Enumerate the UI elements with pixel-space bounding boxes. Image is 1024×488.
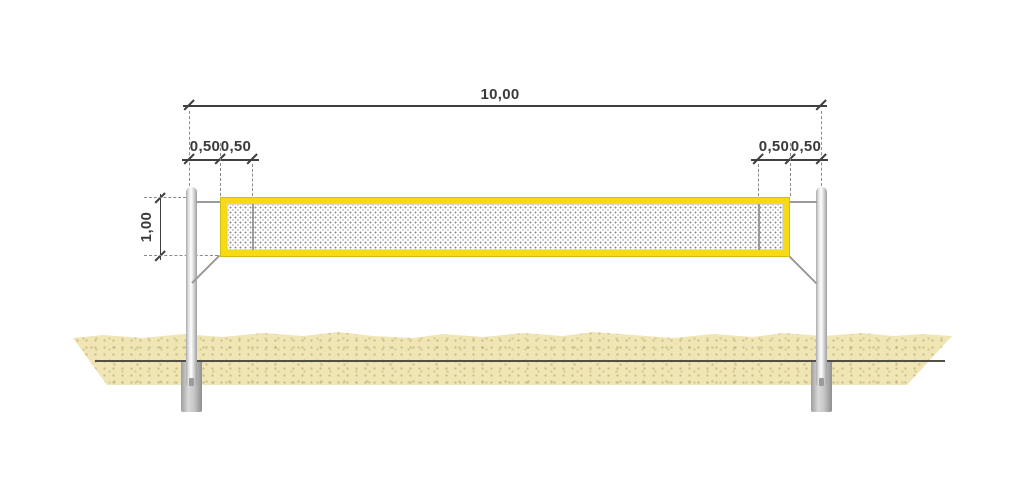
- net-mesh: [227, 204, 783, 250]
- dimension-label-net-height: 1,00: [138, 211, 155, 243]
- extension-line-right-net-edge: [789, 143, 791, 196]
- net-top-cord-right: [789, 201, 817, 203]
- ground-line: [95, 360, 945, 362]
- extension-line-net-top: [144, 197, 186, 198]
- sand-ground: [73, 332, 952, 385]
- net-post-right: [816, 187, 827, 385]
- dimension-label-total-width: 10,00: [480, 86, 520, 103]
- extension-line-left-antenna: [251, 164, 253, 196]
- dimension-line-total-width: [183, 105, 827, 107]
- antenna-right: [758, 204, 760, 250]
- post-socket-notch-left: [189, 378, 194, 386]
- net-tension-cord-right: [788, 255, 818, 285]
- net-band: [220, 197, 790, 257]
- dimension-label-left-offset-2: 0,50: [220, 138, 252, 155]
- net-top-cord-left: [196, 201, 221, 203]
- extension-line-right-post: [820, 111, 822, 186]
- extension-line-net-bottom: [144, 255, 218, 256]
- dimension-line-net-height: [159, 194, 161, 260]
- extension-line-left-post: [188, 111, 190, 186]
- net-post-left: [186, 187, 197, 385]
- antenna-left: [252, 204, 254, 250]
- extension-line-left-net-edge: [220, 143, 221, 196]
- extension-line-right-antenna: [757, 164, 759, 196]
- dimension-label-right-offset-2: 0,50: [790, 138, 822, 155]
- post-socket-notch-right: [819, 378, 824, 386]
- dimension-label-left-offset-1: 0,50: [189, 138, 221, 155]
- dimension-label-right-offset-1: 0,50: [758, 138, 790, 155]
